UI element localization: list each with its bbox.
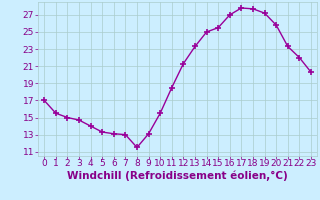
X-axis label: Windchill (Refroidissement éolien,°C): Windchill (Refroidissement éolien,°C) [67,171,288,181]
